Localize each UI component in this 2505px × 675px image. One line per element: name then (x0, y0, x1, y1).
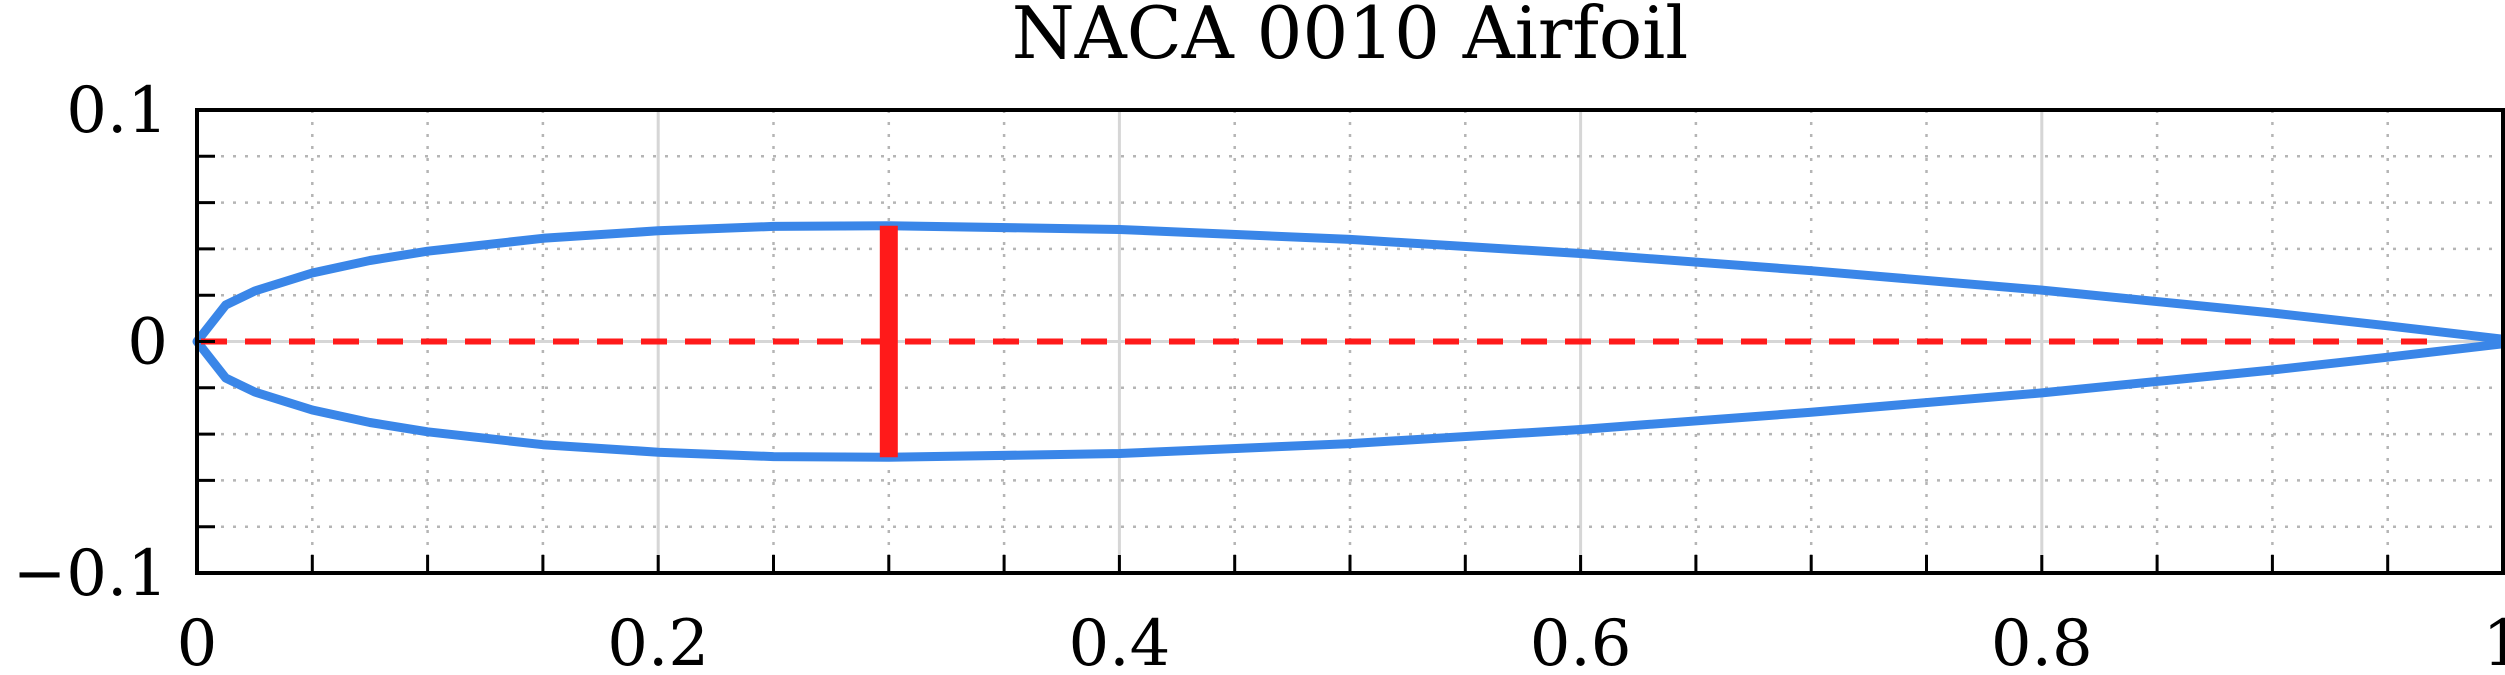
chart-title: NACA 0010 Airfoil (1012, 0, 1689, 75)
x-tick-label: 0.8 (1991, 607, 2093, 675)
plot-area (192, 221, 2505, 462)
y-tick-label: 0 (127, 306, 168, 380)
x-tick-label: 0.2 (607, 607, 709, 675)
x-tick-label: 0 (177, 607, 218, 675)
airfoil-outline (192, 221, 2505, 462)
y-tick-label: 0.1 (66, 74, 168, 148)
tick-labels: 0 0.2 0.4 0.6 0.8 1−0.100.1 (13, 74, 2505, 675)
x-tick-label: 0.4 (1069, 607, 1171, 675)
y-tick-label: −0.1 (13, 537, 168, 611)
x-tick-label: 0.6 (1530, 607, 1632, 675)
x-tick-label: 1 (2483, 607, 2505, 675)
axis-ticks (197, 154, 2390, 573)
